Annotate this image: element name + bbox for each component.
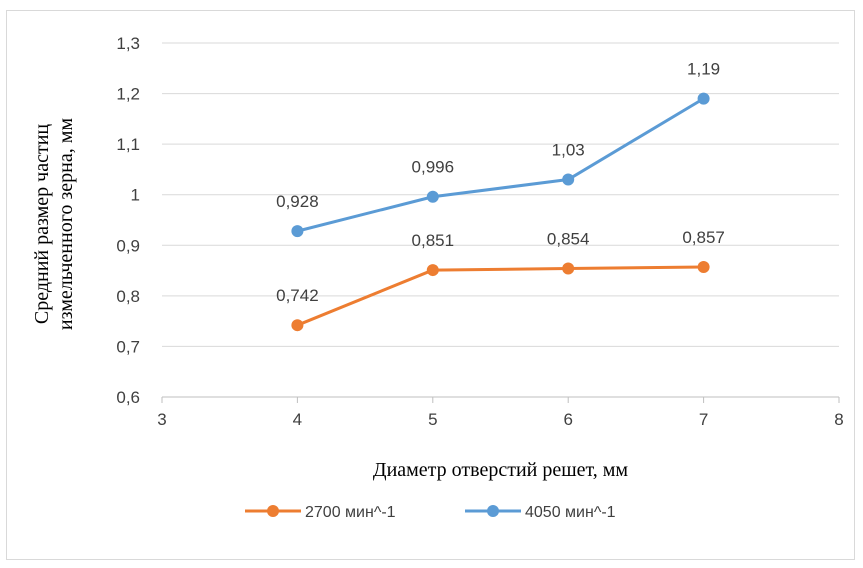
legend-item: 2700 мин^-1 [245,504,396,521]
x-axis-title: Диаметр отверстий решет, мм [373,459,628,481]
legend-swatch-marker [487,505,499,517]
data-point [562,173,575,186]
y-tick-label: 0,9 [116,236,140,255]
x-tick-label: 5 [428,410,437,429]
y-axis-title-line: Средний размер частиц [31,124,53,325]
data-point [697,92,710,105]
legend-swatch-marker [267,505,279,517]
data-label: 1,19 [687,60,720,79]
series [291,92,710,332]
x-tick-label: 8 [834,410,843,429]
chart-frame [6,10,855,560]
y-tick-label: 0,7 [116,337,140,356]
gridlines [162,42,839,347]
data-label: 0,857 [682,228,725,247]
y-axis-title-line: измельченного зерна, мм [55,118,77,330]
y-tick-label: 1 [131,186,140,205]
data-labels: 0,742 0,851 0,854 0,857 0,928 0,996 1,03 1,19 [276,60,725,306]
y-tick-label: 0,8 [116,287,140,306]
series-line [297,97,705,233]
y-axis-title: Средний размер частиц измельченного зерна… [31,118,77,330]
data-label: 0,854 [547,230,590,249]
data-label: 0,742 [276,286,319,305]
legend: 2700 мин^-1 4050 мин^-1 [245,504,616,521]
data-point [562,262,575,275]
y-tick-label: 1,2 [116,85,140,104]
x-tick-label: 7 [699,410,708,429]
data-label: 0,928 [276,192,319,211]
y-tick-label: 0,6 [116,388,140,407]
data-point [426,264,439,277]
data-label: 0,996 [412,158,455,177]
legend-item: 4050 мин^-1 [465,504,616,521]
x-tick-label: 3 [157,410,166,429]
y-tick-label: 1,1 [116,135,140,154]
legend-label: 2700 мин^-1 [305,504,396,521]
data-label: 1,03 [552,141,585,160]
data-point [291,225,304,238]
x-tick-label: 4 [293,410,302,429]
data-point [426,190,439,203]
data-label: 0,851 [412,231,455,250]
legend-label: 4050 мин^-1 [525,504,616,521]
y-tick-label: 1,3 [116,34,140,53]
series-line [296,265,704,327]
x-tick-label: 6 [563,410,572,429]
data-point [697,261,710,274]
axes: 0,6 0,7 0,8 0,9 1 1,1 1,2 1,3 3 4 5 6 7 8 [116,34,843,429]
data-point [291,319,304,332]
